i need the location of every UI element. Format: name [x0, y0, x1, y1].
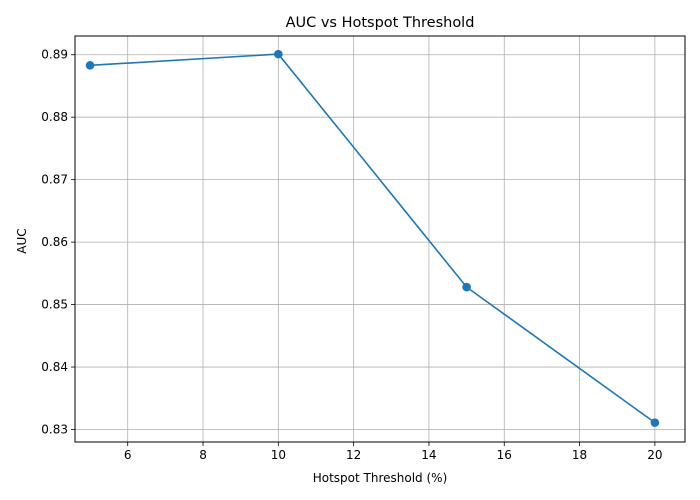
chart-title: AUC vs Hotspot Threshold: [286, 15, 475, 31]
y-tick-label: 0.85: [41, 298, 68, 312]
x-tick-label: 8: [199, 448, 207, 462]
x-tick-label: 12: [346, 448, 361, 462]
y-axis-ticks: 0.83 0.84 0.85 0.86 0.87 0.88 0.89: [41, 48, 75, 437]
x-tick-label: 14: [421, 448, 436, 462]
data-point: [650, 418, 660, 427]
y-tick-label: 0.86: [41, 235, 68, 249]
data-point: [274, 49, 283, 59]
x-tick-label: 16: [497, 448, 512, 462]
y-tick-label: 0.87: [41, 173, 68, 187]
y-tick-label: 0.89: [41, 48, 68, 62]
y-axis-label: AUC: [15, 228, 29, 253]
data-point: [85, 61, 95, 70]
y-tick-label: 0.84: [41, 360, 68, 374]
series-line: [90, 53, 656, 424]
y-tick-label: 0.88: [41, 110, 68, 124]
series-layer: [85, 49, 660, 427]
plot-frame: [74, 35, 686, 443]
x-axis-label: Hotspot Threshold (%): [313, 471, 448, 485]
x-tick-label: 18: [572, 448, 587, 462]
x-tick-label: 6: [124, 448, 132, 462]
x-axis-ticks: 6 8 10 12 14 16 18 20: [124, 442, 663, 462]
grid: [75, 36, 685, 442]
x-tick-label: 10: [271, 448, 286, 462]
y-tick-label: 0.83: [41, 423, 68, 437]
x-tick-label: 20: [647, 448, 662, 462]
data-point: [462, 282, 471, 292]
